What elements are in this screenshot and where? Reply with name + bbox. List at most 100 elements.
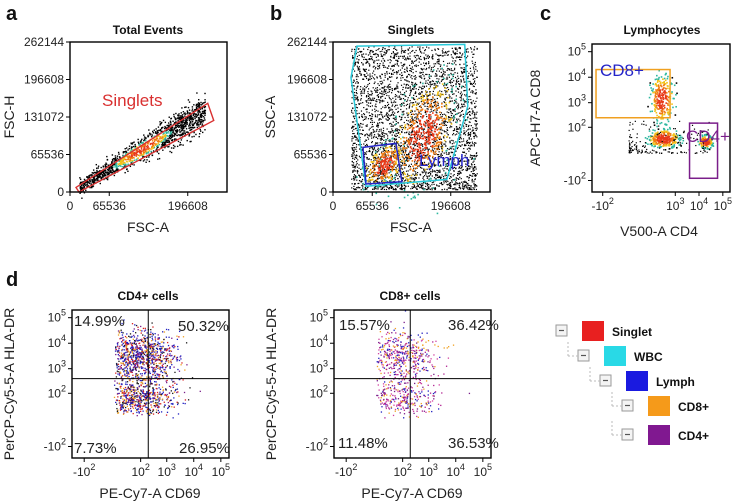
event-dot [143, 136, 146, 138]
event-dot [148, 129, 150, 131]
event-dot [111, 169, 114, 171]
event-dot [367, 118, 370, 120]
event-dot [353, 142, 355, 144]
event-dot [398, 55, 400, 58]
event-dot [441, 151, 443, 153]
event-dot [167, 137, 169, 140]
event-dot [140, 147, 143, 149]
event-dot [201, 112, 204, 114]
event-dot [419, 166, 422, 169]
event-dot [371, 141, 373, 144]
event-dot [171, 131, 173, 133]
event-dot [468, 124, 470, 127]
event-dot [438, 171, 440, 173]
event-dot [385, 106, 387, 108]
event-dot [455, 60, 457, 62]
event-dot [400, 188, 402, 190]
event-dot [389, 58, 391, 61]
event-dot [433, 143, 435, 145]
event-dot [396, 77, 398, 79]
event-dot [124, 163, 126, 166]
event-dot [435, 73, 437, 75]
event-dot [465, 84, 467, 86]
event-dot [395, 120, 397, 122]
event-dot [456, 102, 458, 104]
event-dot [377, 95, 380, 98]
event-dot [164, 143, 166, 146]
event-dot [381, 187, 384, 189]
event-dot [471, 83, 473, 86]
event-dot [392, 165, 394, 168]
event-dot [86, 181, 88, 183]
event-dot [390, 156, 392, 158]
event-dot [418, 177, 420, 179]
event-dot [436, 136, 438, 138]
event-dot [373, 172, 375, 174]
event-dot [381, 132, 383, 134]
event-dot [366, 108, 368, 110]
event-dot [402, 172, 404, 174]
event-dot [187, 111, 189, 114]
event-dot [188, 118, 191, 120]
event-dot [450, 84, 452, 87]
event-dot [83, 178, 86, 181]
event-dot [394, 157, 396, 159]
event-dot [465, 130, 467, 132]
event-dot [387, 87, 389, 89]
event-dot [400, 97, 402, 100]
event-dot [366, 94, 368, 97]
event-dot [467, 77, 469, 79]
event-dot [395, 187, 397, 190]
event-dot [363, 156, 366, 158]
event-dot [186, 110, 189, 112]
event-dot [372, 128, 374, 131]
event-dot [406, 67, 408, 70]
event-dot [375, 52, 377, 55]
event-dot [470, 144, 472, 146]
event-dot [425, 172, 427, 174]
event-dot [369, 133, 371, 135]
event-dot [355, 91, 358, 94]
event-dot [359, 68, 361, 70]
event-dot [472, 173, 475, 175]
event-dot [159, 121, 161, 123]
event-dot [377, 114, 379, 116]
event-dot [366, 175, 368, 177]
event-dot [362, 88, 364, 91]
event-dot [423, 75, 425, 77]
event-dot [424, 155, 427, 157]
event-dot [367, 102, 370, 104]
event-dot [427, 119, 430, 122]
event-dot [434, 49, 436, 51]
event-dot [462, 85, 464, 87]
event-dot [448, 112, 450, 114]
event-dot [361, 174, 363, 176]
event-dot [452, 175, 454, 177]
event-dot [352, 112, 354, 114]
event-dot [464, 94, 466, 96]
event-dot [355, 175, 357, 177]
event-dot [447, 62, 449, 65]
event-dot [402, 187, 404, 190]
event-dot [96, 169, 98, 172]
event-dot [422, 87, 424, 90]
event-dot [385, 165, 387, 167]
event-dot [372, 167, 374, 170]
event-dot [423, 78, 425, 80]
event-dot [368, 129, 370, 131]
event-dot [443, 137, 445, 139]
event-dot [351, 164, 353, 166]
event-dot [403, 154, 406, 156]
event-dot [109, 171, 111, 174]
event-dot [366, 111, 368, 113]
event-dot [83, 192, 86, 194]
event-dot [353, 164, 355, 166]
event-dot [391, 129, 393, 132]
event-dot [180, 127, 182, 129]
event-dot [376, 124, 378, 126]
event-dot [459, 56, 461, 58]
event-dot [198, 106, 200, 108]
event-dot [459, 176, 461, 178]
event-dot [389, 157, 391, 160]
event-dot [364, 70, 367, 72]
